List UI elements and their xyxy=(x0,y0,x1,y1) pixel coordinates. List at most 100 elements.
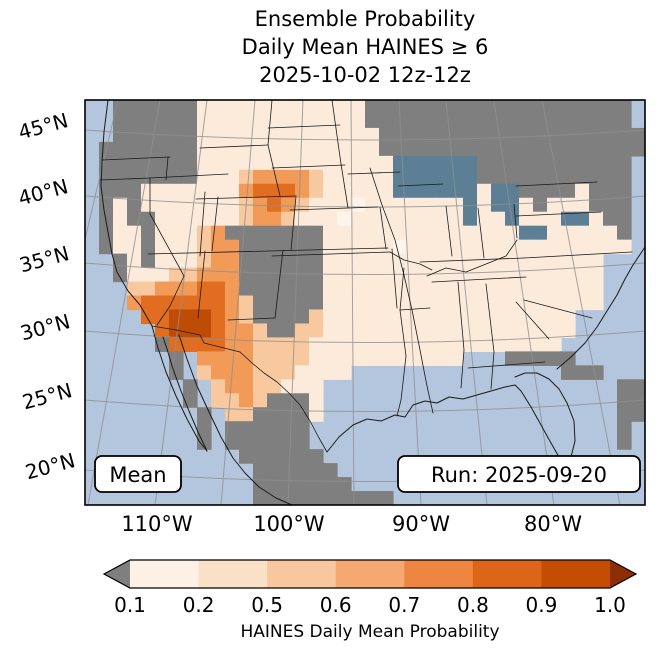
grid-cell xyxy=(211,323,226,339)
grid-cell xyxy=(281,463,296,478)
grid-cell xyxy=(547,253,562,269)
grid-cell xyxy=(253,281,268,297)
grid-cell xyxy=(379,225,394,241)
grid-cell xyxy=(365,281,380,297)
grid-cell xyxy=(421,295,436,311)
grid-cell xyxy=(449,281,464,297)
grid-cell xyxy=(337,225,352,241)
grid-cell xyxy=(323,351,338,366)
grid-cell xyxy=(463,295,478,311)
grid-cell xyxy=(113,127,128,143)
grid-cell xyxy=(141,113,156,129)
grid-cell xyxy=(365,225,380,241)
grid-cell xyxy=(365,155,380,171)
grid-cell xyxy=(253,463,268,478)
grid-cell xyxy=(197,365,212,380)
grid-cell xyxy=(407,100,422,115)
grid-cell xyxy=(393,100,408,115)
grid-cell xyxy=(99,225,114,241)
grid-cell xyxy=(421,113,436,129)
grid-cell xyxy=(435,197,450,213)
grid-cell xyxy=(519,211,534,227)
grid-cell xyxy=(323,127,338,143)
colorbar-under-arrow xyxy=(104,560,130,588)
grid-cell xyxy=(631,407,645,422)
grid-cell xyxy=(407,253,422,269)
grid-cell xyxy=(295,225,310,241)
grid-cell xyxy=(197,225,212,241)
grid-cell xyxy=(505,127,520,143)
grid-cell xyxy=(267,393,282,408)
grid-cell xyxy=(281,183,296,199)
grid-cell xyxy=(183,197,198,213)
grid-cell xyxy=(197,421,212,436)
grid-cell xyxy=(407,155,422,171)
grid-cell xyxy=(267,463,282,478)
grid-cell xyxy=(239,449,254,464)
grid-cell xyxy=(281,100,296,115)
grid-cell xyxy=(267,379,282,394)
colorbar-over-arrow xyxy=(610,560,636,588)
grid-cell xyxy=(253,253,268,269)
grid-cell xyxy=(589,100,604,115)
grid-cell xyxy=(169,239,184,255)
grid-cell xyxy=(141,267,156,283)
grid-cell xyxy=(309,211,324,227)
grid-cell xyxy=(603,127,618,143)
grid-cell xyxy=(561,100,576,115)
colorbar-tick-label: 0.9 xyxy=(525,593,557,617)
grid-cell xyxy=(575,100,590,115)
grid-cell xyxy=(351,253,366,269)
grid-cell xyxy=(617,435,632,450)
grid-cell xyxy=(351,281,366,297)
grid-cell xyxy=(477,239,492,255)
title-line-3: 2025-10-02 12z-12z xyxy=(259,63,471,87)
grid-cell xyxy=(155,267,170,283)
grid-cell xyxy=(281,407,296,422)
grid-cell xyxy=(155,155,170,171)
grid-cell xyxy=(239,323,254,339)
grid-cell xyxy=(267,239,282,255)
grid-cell xyxy=(281,421,296,436)
grid-cell xyxy=(295,491,310,505)
grid-cell xyxy=(155,295,170,311)
grid-cell xyxy=(309,463,324,478)
grid-cell xyxy=(617,393,632,408)
grid-cell xyxy=(617,183,632,199)
grid-cell xyxy=(323,197,338,213)
grid-cell xyxy=(309,281,324,297)
graticule-lines xyxy=(85,100,645,505)
grid-cell xyxy=(253,169,268,185)
grid-cell xyxy=(617,407,632,422)
grid-cell xyxy=(519,351,534,366)
grid-cell xyxy=(351,169,366,185)
grid-cell xyxy=(239,253,254,269)
grid-cell xyxy=(561,239,576,255)
grid-cell xyxy=(547,309,562,325)
grid-cell xyxy=(575,295,590,311)
grid-cell xyxy=(337,211,352,227)
grid-cell xyxy=(365,211,380,227)
grid-cell xyxy=(337,197,352,213)
grid-cell xyxy=(211,295,226,311)
lon-tick-label: 80°W xyxy=(524,512,582,536)
grid-cell xyxy=(505,183,520,199)
grid-cell xyxy=(589,155,604,171)
grid-cell xyxy=(127,295,142,311)
grid-cell xyxy=(155,197,170,213)
grid-cell xyxy=(463,113,478,129)
grid-cell xyxy=(239,169,254,185)
grid-cell xyxy=(295,435,310,450)
grid-cell xyxy=(547,183,562,199)
grid-cell xyxy=(407,183,422,199)
grid-cell xyxy=(547,295,562,311)
grid-cell xyxy=(309,197,324,213)
grid-cell xyxy=(183,281,198,297)
grid-cell xyxy=(421,169,436,185)
grid-cell xyxy=(379,100,394,115)
grid-cell xyxy=(225,421,240,436)
grid-cell xyxy=(477,323,492,339)
grid-cell xyxy=(351,197,366,213)
grid-cell xyxy=(239,225,254,241)
grid-cell xyxy=(379,155,394,171)
